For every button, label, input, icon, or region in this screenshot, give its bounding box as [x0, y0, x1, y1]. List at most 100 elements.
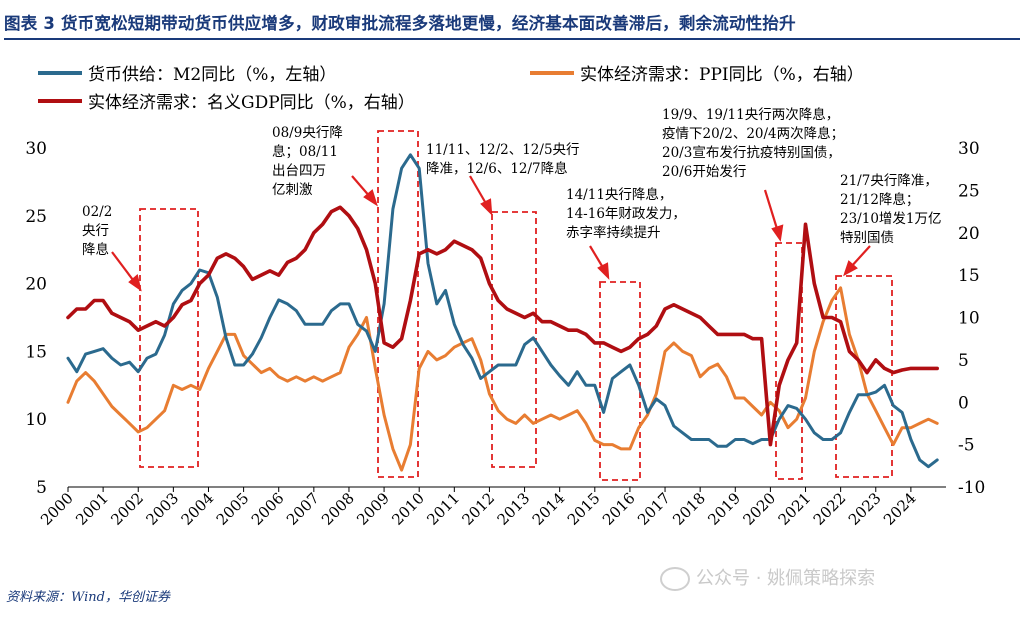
legend-label-m2: 货币供给：M2同比（%，左轴） [88, 65, 336, 85]
x-tick-label: 2013 [494, 489, 534, 529]
left-tick-label: 15 [25, 342, 47, 362]
legend: 货币供给：M2同比（%，左轴） 实体经济需求：PPI同比（%，右轴） 实体经济需… [38, 65, 864, 113]
annotation-2012-line-1: 11/11、12/2、12/5央行 [426, 142, 580, 158]
series-line-ppi [66, 286, 939, 472]
x-tick-label: 2018 [669, 489, 709, 529]
annotation-2020-line-1: 19/9、19/11央行两次降息， [662, 106, 839, 123]
arrow-2020 [763, 189, 784, 242]
legend-label-ppi: 实体经济需求：PPI同比（%，右轴） [580, 65, 864, 85]
annotation-2020: 19/9、19/11央行两次降息， 疫情下20/2、20/4两次降息； 20/3… [662, 106, 848, 180]
annotation-2008-line-2: 息；08/11 [272, 143, 338, 160]
highlight-box-2002 [139, 208, 199, 468]
left-tick-label: 25 [25, 207, 47, 227]
x-tick-label: 2009 [353, 489, 393, 529]
annotation-2008-line-3: 出台四万 [272, 163, 326, 179]
annotation-2015-line-2: 14-16年财政发力， [566, 206, 686, 222]
x-tick-label: 2011 [423, 489, 463, 529]
right-tick-label: -10 [958, 478, 985, 498]
annotation-2020-line-4: 20/6开始发行 [662, 164, 746, 180]
highlight-box-2020 [775, 242, 803, 480]
right-axis-ticks: -10 -5 0 5 10 15 20 25 30 [958, 139, 985, 498]
x-tick-label: 2001 [72, 489, 112, 529]
annotation-2022-line-4: 特别国债 [840, 230, 894, 246]
annotation-arrows [111, 175, 871, 292]
x-tick-label: 2012 [459, 489, 499, 529]
wechat-logo-icon [660, 567, 690, 591]
right-tick-label: 5 [958, 351, 969, 371]
annotation-2015: 14/11央行降息， 14-16年财政发力， 赤字率持续提升 [566, 186, 690, 241]
right-tick-label: 20 [958, 224, 980, 244]
x-tick-label: 2004 [178, 489, 218, 529]
annotation-2012-line-2: 降准，12/6、12/7降息 [426, 160, 568, 177]
x-tick-label: 2008 [318, 489, 358, 529]
right-tick-label: 0 [958, 393, 969, 413]
legend-item-ppi: 实体经济需求：PPI同比（%，右轴） [530, 65, 864, 85]
arrow-2022 [843, 245, 871, 277]
x-tick-label: 2007 [283, 489, 323, 529]
arrow-2015 [589, 245, 610, 280]
annotation-2002-line-2: 央行 [82, 223, 109, 239]
x-tick-label: 2017 [634, 489, 674, 529]
x-tick-label: 2021 [775, 489, 815, 529]
x-tick-label: 2016 [599, 489, 639, 529]
arrow-2002 [111, 251, 142, 292]
right-tick-label: 25 [958, 181, 980, 201]
annotation-2002: 02/2 央行 降息 [82, 204, 117, 258]
annotation-2012: 11/11、12/2、12/5央行 降准，12/6、12/7降息 [426, 142, 584, 177]
left-tick-label: 5 [36, 478, 47, 498]
annotation-texts: 02/2 央行 降息 08/9央行降 息；08/11 出台四万 亿刺激 11/1… [82, 106, 946, 258]
x-tick-label: 2020 [739, 489, 779, 529]
annotation-2002-line-1: 02/2 [82, 204, 112, 220]
watermark: 公众号 · 姚佩策略探索 [660, 564, 875, 591]
figure-title: 图表 3 货币宽松短期带动货币供应增多，财政审批流程多落地更慢，经济基本面改善滞… [4, 14, 796, 33]
left-tick-label: 30 [25, 139, 47, 159]
legend-item-gdp: 实体经济需求：名义GDP同比（%，右轴） [38, 93, 415, 113]
highlight-box-2009 [377, 130, 419, 478]
x-tick-label: 2024 [880, 489, 920, 529]
x-tick-label: 2019 [704, 489, 744, 529]
highlight-boxes [139, 130, 893, 481]
right-tick-label: -5 [958, 436, 975, 456]
series-line-gdp [66, 205, 940, 447]
legend-item-m2: 货币供给：M2同比（%，左轴） [38, 65, 336, 85]
right-tick-label: 30 [958, 139, 980, 159]
annotation-2022-line-2: 21/12降息； [840, 191, 919, 208]
arrow-2012 [469, 175, 493, 216]
left-tick-label: 10 [25, 410, 47, 430]
source-note: 资料来源：Wind，华创证券 [6, 590, 170, 605]
legend-label-gdp: 实体经济需求：名义GDP同比（%，右轴） [88, 93, 415, 113]
right-tick-label: 15 [958, 266, 980, 286]
x-tick-label: 2010 [388, 489, 428, 529]
annotation-2022-line-3: 23/10增发1万亿 [840, 211, 942, 227]
x-tick-label: 2005 [213, 489, 253, 529]
annotation-2015-line-1: 14/11央行降息， [566, 186, 672, 203]
highlight-box-2015 [599, 281, 641, 481]
annotation-2022-line-1: 21/7央行降准， [840, 173, 938, 189]
x-tick-label: 2015 [564, 489, 604, 529]
annotation-2008: 08/9央行降 息；08/11 出台四万 亿刺激 [272, 125, 347, 198]
annotation-2008-line-1: 08/9央行降 [272, 125, 343, 141]
series-line-m2 [66, 153, 939, 469]
x-tick-label: 2023 [845, 489, 885, 529]
title-rule [4, 38, 1020, 40]
x-tick-label: 2022 [810, 489, 850, 529]
left-axis-ticks: 5 10 15 20 25 30 [25, 139, 47, 498]
annotation-2002-line-3: 降息 [82, 241, 109, 258]
annotation-2020-line-3: 20/3宣布发行抗疫特别国债， [662, 145, 841, 161]
x-tick-label: 2006 [248, 489, 288, 529]
highlight-box-2022 [835, 275, 893, 478]
annotation-2020-line-2: 疫情下20/2、20/4两次降息； [662, 125, 844, 142]
right-tick-label: 10 [958, 309, 980, 329]
x-tick-label: 2003 [142, 489, 182, 529]
x-tick-label: 2002 [107, 489, 147, 529]
annotation-2015-line-3: 赤字率持续提升 [566, 224, 661, 241]
series-layer [66, 153, 940, 472]
annotation-2008-line-4: 亿刺激 [272, 182, 313, 198]
annotation-2022: 21/7央行降准， 21/12降息； 23/10增发1万亿 特别国债 [840, 173, 946, 246]
arrow-2009 [351, 175, 378, 207]
x-tick-label: 2014 [529, 489, 569, 529]
left-tick-label: 20 [25, 275, 47, 295]
x-axis-ticks: 2000200120022003200420052006200720082009… [37, 487, 920, 529]
chart-svg: 货币供给：M2同比（%，左轴） 实体经济需求：PPI同比（%，右轴） 实体经济需… [25, 65, 985, 529]
watermark-text: 公众号 · 姚佩策略探索 [696, 568, 876, 589]
